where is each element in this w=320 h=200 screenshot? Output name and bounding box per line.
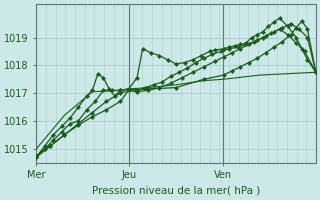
X-axis label: Pression niveau de la mer( hPa ): Pression niveau de la mer( hPa ) — [92, 186, 260, 196]
